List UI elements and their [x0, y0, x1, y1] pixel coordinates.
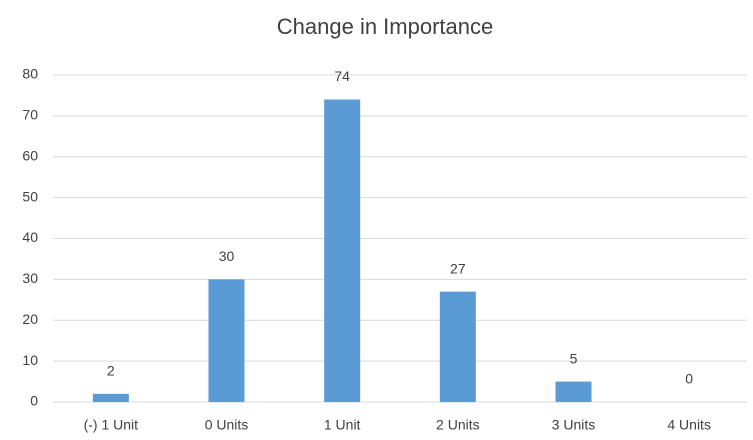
bar	[92, 393, 129, 402]
bar	[555, 381, 592, 402]
y-tick-label: 60	[22, 147, 38, 163]
bar	[208, 279, 245, 402]
data-label: 2	[107, 363, 115, 379]
data-label: 27	[450, 260, 466, 276]
data-label: 0	[685, 371, 693, 387]
data-label: 5	[570, 350, 578, 366]
x-tick-label: 3 Units	[552, 417, 596, 433]
bar	[439, 291, 476, 402]
y-tick-label: 10	[22, 352, 38, 368]
chart-title: Change in Importance	[277, 14, 493, 39]
y-tick-label: 20	[22, 311, 38, 327]
x-tick-label: (-) 1 Unit	[84, 417, 139, 433]
y-tick-label: 80	[22, 66, 38, 82]
data-label: 74	[334, 68, 350, 84]
data-label: 30	[219, 248, 235, 264]
x-tick-label: 1 Unit	[324, 417, 361, 433]
x-tick-label: 0 Units	[205, 417, 249, 433]
y-tick-label: 0	[30, 393, 38, 409]
x-tick-label: 4 Units	[667, 417, 711, 433]
y-tick-label: 70	[22, 107, 38, 123]
y-tick-label: 30	[22, 270, 38, 286]
bar	[324, 99, 361, 403]
y-tick-label: 40	[22, 229, 38, 245]
x-tick-label: 2 Units	[436, 417, 480, 433]
y-tick-label: 50	[22, 188, 38, 204]
